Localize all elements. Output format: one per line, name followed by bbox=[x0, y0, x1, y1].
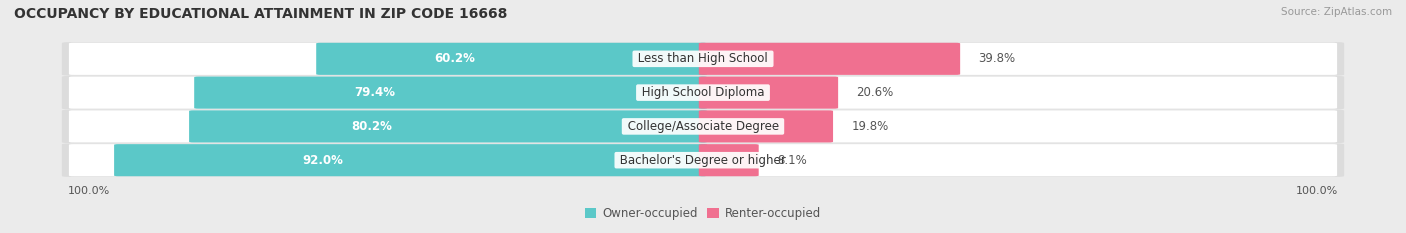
Text: 92.0%: 92.0% bbox=[302, 154, 343, 167]
Text: 100.0%: 100.0% bbox=[1296, 186, 1339, 196]
Text: Less than High School: Less than High School bbox=[634, 52, 772, 65]
Text: 20.6%: 20.6% bbox=[856, 86, 894, 99]
Text: 80.2%: 80.2% bbox=[352, 120, 392, 133]
Text: Bachelor's Degree or higher: Bachelor's Degree or higher bbox=[616, 154, 790, 167]
Text: 79.4%: 79.4% bbox=[354, 86, 395, 99]
Text: 60.2%: 60.2% bbox=[434, 52, 475, 65]
Legend: Owner-occupied, Renter-occupied: Owner-occupied, Renter-occupied bbox=[579, 202, 827, 225]
Text: Source: ZipAtlas.com: Source: ZipAtlas.com bbox=[1281, 7, 1392, 17]
Text: 39.8%: 39.8% bbox=[979, 52, 1015, 65]
Text: 8.1%: 8.1% bbox=[778, 154, 807, 167]
Text: OCCUPANCY BY EDUCATIONAL ATTAINMENT IN ZIP CODE 16668: OCCUPANCY BY EDUCATIONAL ATTAINMENT IN Z… bbox=[14, 7, 508, 21]
Text: 19.8%: 19.8% bbox=[851, 120, 889, 133]
Text: College/Associate Degree: College/Associate Degree bbox=[624, 120, 782, 133]
Text: 100.0%: 100.0% bbox=[67, 186, 110, 196]
Text: High School Diploma: High School Diploma bbox=[638, 86, 768, 99]
